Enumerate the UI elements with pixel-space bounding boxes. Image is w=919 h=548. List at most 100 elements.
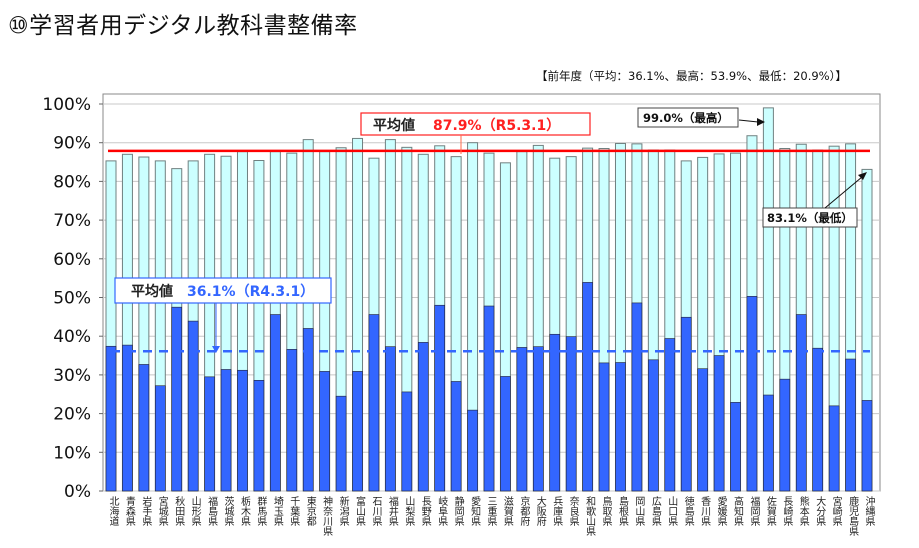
bar-r4-12	[302, 328, 314, 492]
bar-r4-43	[812, 347, 823, 492]
x-tick-label: 香川県	[698, 496, 710, 526]
avg-r5-value: 87.9%（R5.3.1）	[433, 118, 560, 134]
y-tick-label: 10%	[53, 443, 91, 463]
previous-year-note: 【前年度（平均：36.1%、最高：53.9%、最低：20.9%）】	[536, 69, 847, 83]
bar-r4-29	[582, 282, 593, 492]
x-tick-label: 宮城県	[156, 496, 168, 526]
bar-r4-16	[368, 314, 380, 492]
bar-r4-41	[779, 378, 791, 492]
y-tick-label: 60%	[53, 250, 91, 270]
x-tick-label: 和歌山県	[583, 496, 595, 536]
bar-r4-44	[828, 405, 840, 492]
x-tick-label: 熊本県	[797, 496, 809, 526]
x-tick-label: 広島県	[649, 496, 661, 526]
y-tick-label: 0%	[64, 482, 91, 502]
x-tick-label: 愛知県	[468, 496, 480, 526]
bar-r4-25	[516, 347, 528, 492]
x-tick-label: 長崎県	[780, 496, 792, 526]
avg-r5-box	[360, 112, 591, 136]
x-tick-label: 大阪府	[534, 496, 546, 526]
bar-r4-5	[187, 320, 199, 492]
x-tick-label: 群馬県	[254, 496, 266, 526]
x-tick-label: 青森県	[123, 496, 135, 526]
bar-r4-28	[565, 336, 577, 492]
y-tick-label: 30%	[53, 366, 91, 386]
bar-r4-35	[680, 316, 692, 492]
x-tick-label: 東京都	[304, 496, 316, 526]
x-tick-label: 新潟県	[337, 496, 349, 526]
x-tick-label: 山口県	[665, 496, 677, 526]
bar-r4-32	[631, 302, 643, 492]
x-tick-label: 神奈川県	[320, 496, 332, 536]
x-tick-label: 福島県	[205, 496, 217, 526]
x-tick-label: 福岡県	[747, 496, 759, 526]
x-tick-label: 奈良県	[567, 496, 579, 526]
x-tick-label: 栃木県	[238, 496, 250, 526]
bar-r4-17	[385, 346, 396, 492]
bar-r4-40	[763, 394, 774, 492]
y-tick-label: 90%	[53, 134, 91, 154]
bar-r4-36	[697, 368, 708, 492]
avg-r4-value: 36.1%（R4.3.1）	[187, 284, 314, 300]
x-tick-label: 大分県	[813, 496, 825, 526]
bar-r4-45	[845, 358, 856, 492]
x-tick-label: 富山県	[353, 496, 365, 526]
bar-r4-46	[861, 400, 873, 492]
x-tick-label: 宮崎県	[830, 496, 842, 526]
x-tick-label: 岡山県	[632, 496, 644, 526]
bar-r4-4	[171, 306, 183, 492]
max-label: 99.0%（最高）	[643, 111, 729, 125]
x-tick-label: 三重県	[485, 496, 496, 526]
avg-r4-box	[114, 277, 332, 304]
chart-title: ⑩学習者用デジタル教科書整備率	[8, 13, 358, 39]
bar-r4-33	[648, 359, 659, 492]
x-tick-label: 島根県	[616, 496, 628, 526]
bar-r4-9	[253, 380, 265, 492]
x-tick-label: 長野県	[419, 496, 431, 526]
bar-r4-23	[483, 305, 495, 492]
x-tick-label: 福井県	[386, 496, 398, 526]
x-tick-label: 埼玉県	[271, 496, 283, 526]
bar-r4-31	[615, 362, 626, 492]
bar-r4-0	[105, 345, 117, 492]
bar-r4-38	[730, 402, 741, 492]
x-tick-label: 鹿児島県	[846, 496, 858, 536]
x-tick-label: 北海道	[107, 496, 118, 526]
x-tick-label: 鳥取県	[600, 496, 612, 526]
bar-r4-34	[664, 338, 676, 492]
bar-r4-18	[401, 391, 413, 492]
x-tick-label: 千葉県	[287, 496, 299, 526]
bar-r4-10	[270, 314, 281, 492]
min-box	[762, 207, 858, 228]
y-tick-label: 100%	[42, 95, 91, 115]
bar-r4-2	[138, 364, 150, 492]
y-tick-label: 80%	[53, 172, 91, 192]
bar-r4-15	[352, 371, 363, 492]
bar-r4-22	[467, 409, 478, 492]
x-tick-label: 佐賀県	[764, 496, 776, 526]
x-tick-label: 高知県	[731, 496, 743, 526]
bar-r4-11	[286, 349, 298, 492]
bar-r4-8	[237, 369, 248, 492]
bar-r4-3	[155, 385, 166, 492]
annotations: 平均値 87.9%（R5.3.1） 平均値 36.1%（R4.3.1） 99.0…	[114, 107, 867, 353]
bar-r4-27	[549, 333, 561, 492]
x-tick-label: 秋田県	[172, 496, 184, 526]
max-box	[637, 107, 739, 128]
bar-r4-1	[122, 344, 133, 492]
bar-r4-37	[713, 355, 725, 492]
x-tick-label: 岐阜県	[435, 496, 447, 526]
x-tick-label: 石川県	[369, 496, 381, 526]
bar-r4-6	[204, 376, 215, 492]
bar-r4-39	[746, 296, 758, 492]
y-tick-label: 40%	[53, 327, 91, 347]
bar-r4-14	[335, 395, 347, 492]
bar-r4-30	[598, 362, 610, 492]
x-tick-label: 静岡県	[452, 496, 464, 526]
x-tick-label: 岩手県	[139, 496, 151, 526]
bar-r4-20	[434, 304, 445, 492]
bar-r4-19	[417, 342, 429, 492]
x-tick-label: 愛媛県	[715, 496, 727, 526]
